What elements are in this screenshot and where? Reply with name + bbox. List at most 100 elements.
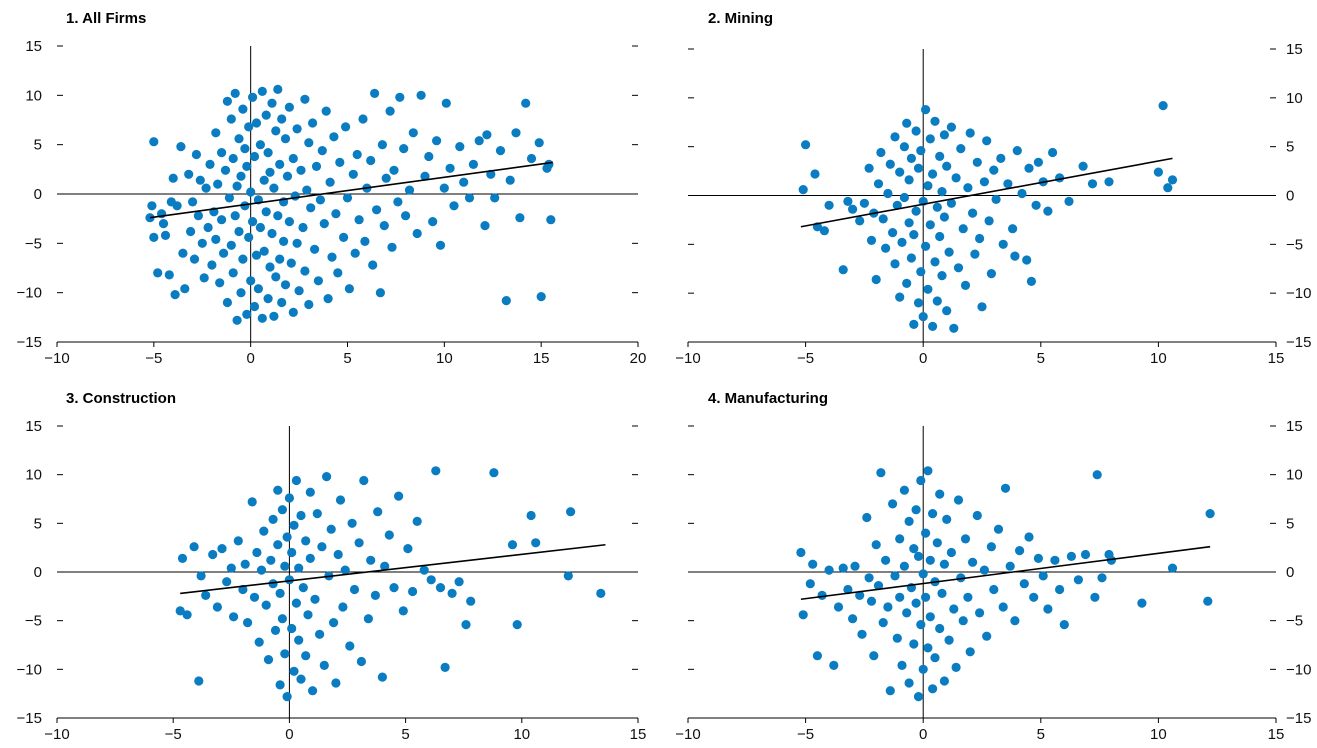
- data-point: [951, 173, 961, 183]
- data-point: [1066, 551, 1076, 562]
- y-tick-label: −5: [1286, 236, 1303, 253]
- data-point: [951, 662, 961, 673]
- data-point: [248, 92, 258, 102]
- x-tick-label: 10: [436, 350, 453, 367]
- data-point: [211, 128, 221, 138]
- data-point: [563, 571, 573, 581]
- data-point: [201, 590, 211, 601]
- x-tick-label: −10: [675, 726, 700, 743]
- data-point: [244, 232, 254, 242]
- data-point: [339, 232, 349, 242]
- data-point: [207, 260, 217, 270]
- data-point: [890, 571, 900, 581]
- y-tick-label: 0: [1286, 564, 1294, 581]
- data-point: [989, 584, 999, 595]
- x-tick-label: −5: [165, 726, 182, 743]
- data-point: [344, 284, 354, 294]
- data-point: [399, 144, 409, 154]
- data-point: [375, 288, 385, 298]
- data-point: [946, 198, 957, 208]
- data-point: [266, 555, 276, 565]
- data-point: [913, 163, 924, 173]
- y-tick-label: −5: [1286, 613, 1303, 630]
- data-point: [270, 625, 281, 636]
- fit-line: [800, 545, 1211, 601]
- data-point: [923, 181, 933, 191]
- data-point: [972, 157, 982, 167]
- data-point: [833, 602, 844, 612]
- data-point: [906, 153, 917, 163]
- data-point: [913, 692, 924, 702]
- data-point: [259, 526, 269, 536]
- data-point: [290, 191, 300, 201]
- data-point: [268, 514, 278, 525]
- data-point: [960, 534, 971, 544]
- data-point: [273, 485, 283, 495]
- data-point: [848, 204, 858, 214]
- data-point: [273, 84, 283, 94]
- data-point: [939, 559, 950, 569]
- x-tick-label: 5: [401, 726, 409, 743]
- data-point: [449, 201, 459, 211]
- data-point: [217, 544, 227, 554]
- data-point: [965, 128, 975, 138]
- x-tick-label: −10: [44, 726, 69, 743]
- data-point: [956, 573, 966, 583]
- data-point: [911, 598, 921, 608]
- data-point: [1031, 200, 1041, 210]
- data-point: [843, 196, 853, 206]
- data-point: [288, 153, 298, 164]
- data-point: [939, 212, 950, 222]
- y-tick-label: −15: [1286, 710, 1311, 727]
- data-point: [282, 692, 292, 702]
- data-point: [512, 620, 522, 630]
- data-point: [1043, 206, 1053, 216]
- data-point: [243, 618, 253, 628]
- data-point: [923, 466, 933, 476]
- data-point: [824, 565, 834, 575]
- y-tick-label: −10: [1286, 285, 1311, 302]
- y-tick-label: −15: [17, 334, 42, 351]
- data-point: [224, 193, 234, 203]
- data-point: [949, 604, 959, 614]
- data-point: [1019, 579, 1029, 589]
- data-point: [906, 253, 917, 263]
- y-tick-label: 5: [34, 515, 42, 532]
- data-point: [280, 134, 291, 144]
- data-point: [480, 221, 490, 231]
- data-point: [240, 144, 250, 154]
- data-point: [267, 228, 277, 239]
- data-point: [356, 656, 366, 667]
- data-point: [228, 268, 238, 278]
- data-point: [1163, 183, 1173, 193]
- data-point: [996, 153, 1006, 163]
- x-tick-label: 15: [1268, 726, 1285, 743]
- data-point: [246, 187, 256, 197]
- data-point: [937, 187, 947, 197]
- panel-title: 4. Manufacturing: [708, 390, 828, 407]
- data-point: [881, 555, 891, 565]
- data-point: [284, 102, 294, 112]
- data-point: [866, 596, 877, 606]
- data-point: [370, 88, 380, 98]
- data-point: [368, 260, 378, 270]
- data-point: [305, 487, 315, 497]
- data-point: [412, 516, 422, 527]
- data-point: [282, 171, 293, 181]
- data-point: [921, 105, 931, 115]
- data-point: [222, 96, 232, 106]
- data-point: [883, 188, 893, 199]
- data-point: [228, 153, 238, 164]
- data-point: [1005, 561, 1015, 571]
- data-point: [975, 233, 985, 244]
- data-point: [918, 569, 928, 579]
- data-point: [871, 274, 881, 285]
- data-point: [946, 122, 957, 132]
- data-point: [372, 205, 382, 215]
- data-point: [308, 118, 318, 128]
- data-point: [946, 547, 957, 558]
- data-point: [895, 534, 905, 544]
